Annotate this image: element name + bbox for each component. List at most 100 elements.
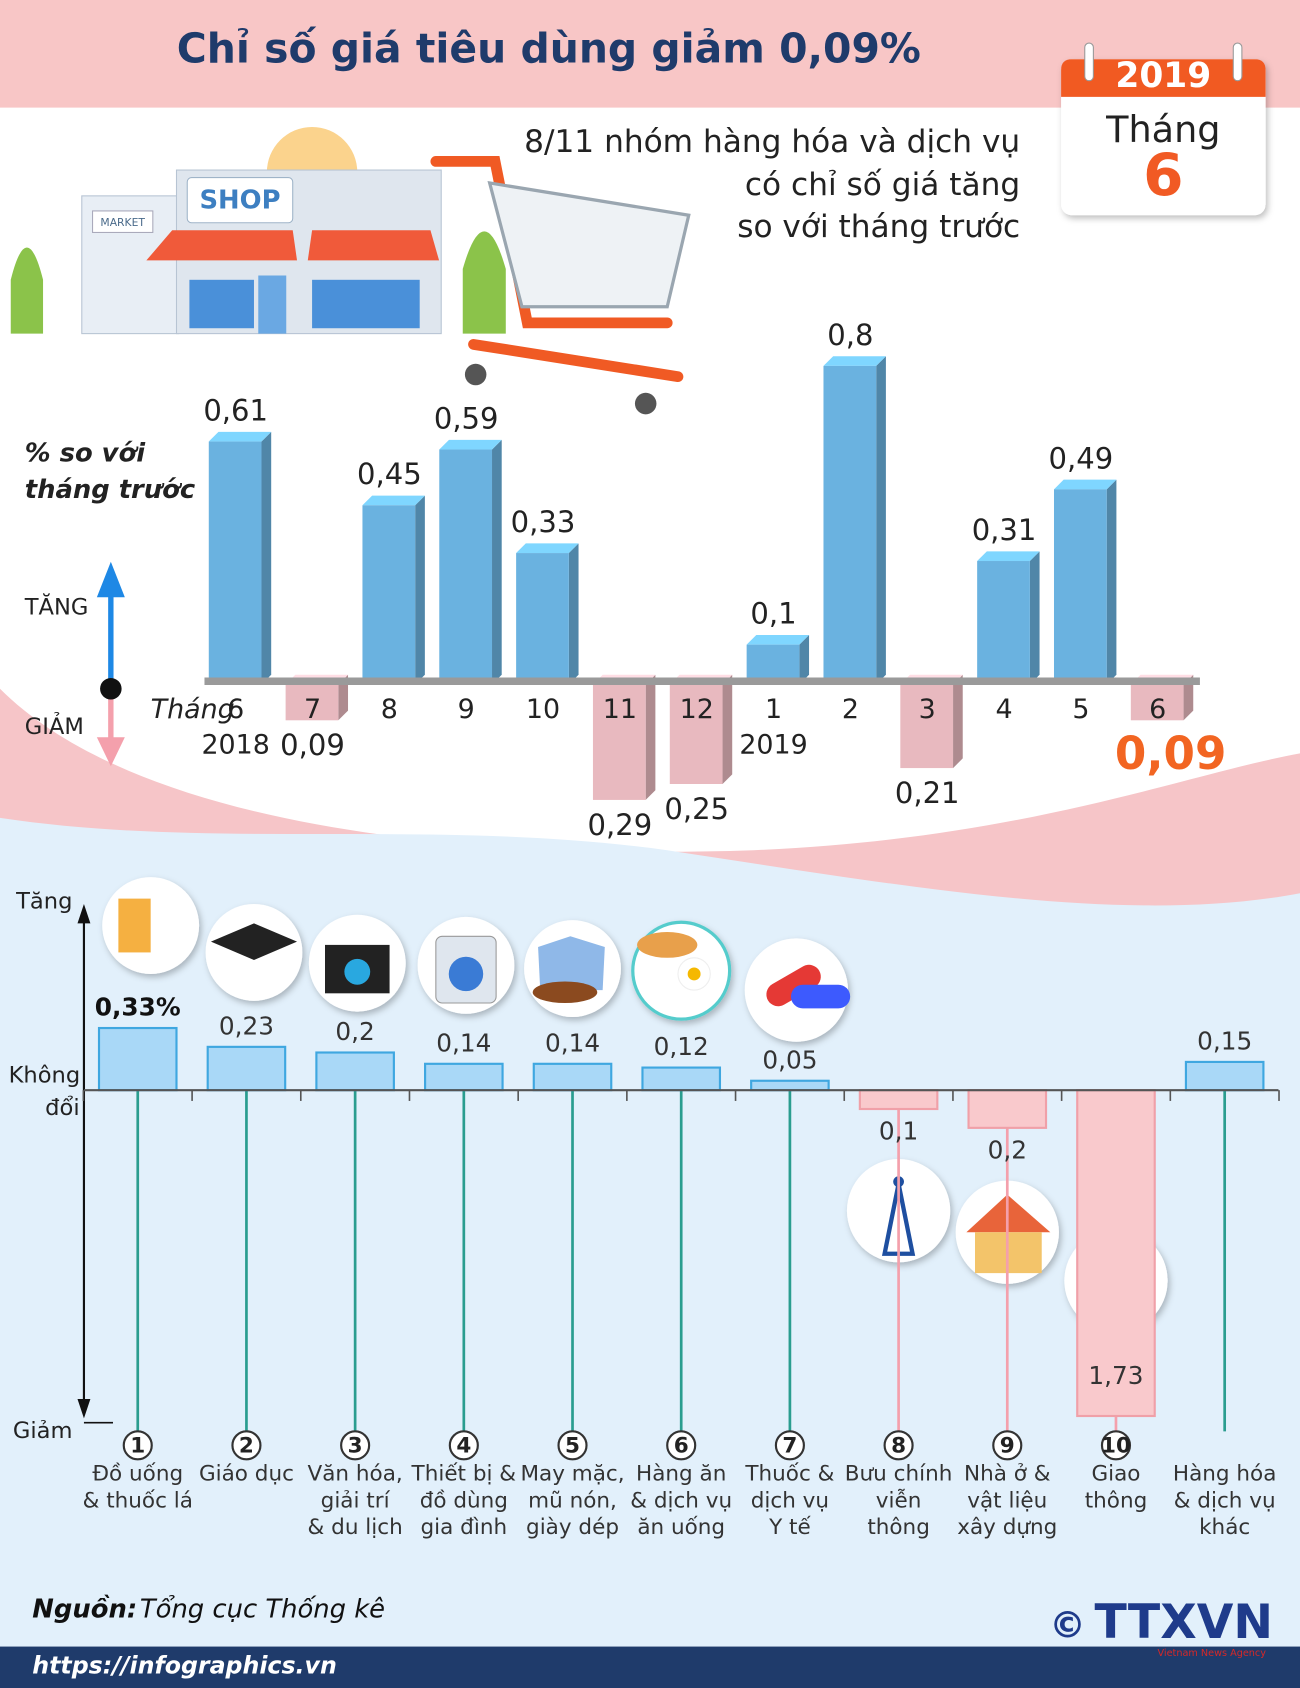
x-tick-label: 3 <box>919 694 936 725</box>
value-label: 0,09 <box>1115 727 1226 780</box>
bar <box>1184 1060 1265 1092</box>
awning <box>146 230 298 261</box>
value-label: 0,33% <box>95 993 181 1022</box>
calendar-year: 2019 <box>1115 56 1211 96</box>
bar-side <box>568 543 579 685</box>
bar-front <box>823 365 877 685</box>
subtitle: 8/11 nhóm hàng hóa và dịch vụ <box>524 124 1020 160</box>
category-label: khác <box>1199 1515 1250 1540</box>
bar <box>641 1066 722 1092</box>
bar <box>97 1026 178 1092</box>
bar <box>967 1089 1048 1129</box>
number: 6 <box>674 1433 689 1458</box>
source: Tổng cục Thống kê <box>140 1593 385 1624</box>
bar-side <box>1029 551 1040 685</box>
year-label: 2019 <box>739 729 807 760</box>
value-label: 0,1 <box>879 1117 918 1146</box>
number: 3 <box>348 1433 363 1458</box>
footer-band <box>0 1646 1300 1688</box>
number-badge <box>231 1430 262 1461</box>
value-label: 0,61 <box>203 394 268 428</box>
calendar-top <box>1061 59 1266 97</box>
bar-front <box>285 684 339 721</box>
category-label: & thuốc lá <box>83 1488 193 1513</box>
x-tick-label: 1 <box>765 694 782 725</box>
bar-side <box>722 674 733 785</box>
calendar-month-label: Tháng <box>1105 108 1220 151</box>
market-sign-board <box>92 210 154 233</box>
bar-top <box>977 551 1040 562</box>
title: Chỉ số giá tiêu dùng giảm 0,09% <box>177 25 921 73</box>
category-label: xây dựng <box>957 1515 1057 1540</box>
category-label: Giao <box>1091 1461 1140 1486</box>
icon-pill <box>766 964 821 1007</box>
bar <box>439 439 502 685</box>
x-tick-label: 9 <box>458 694 475 725</box>
value-label: 0,23 <box>219 1011 274 1040</box>
icon-washer-door <box>448 956 484 992</box>
bar-side <box>415 495 425 685</box>
value-label: 0,33 <box>511 505 576 539</box>
x-tick-label: 8 <box>381 694 398 725</box>
bar-top <box>439 439 502 450</box>
category-label: & dịch vụ <box>630 1488 732 1513</box>
url: https://infographics.vn <box>32 1652 337 1680</box>
market-sign: MARKET <box>100 216 145 229</box>
x-tick-label: 10 <box>526 694 560 725</box>
bar-front <box>208 441 262 685</box>
value-label: 0,59 <box>434 401 499 435</box>
value-label: 0,12 <box>654 1032 709 1061</box>
number-badge <box>1100 1430 1132 1461</box>
icon-pill <box>790 984 851 1009</box>
bar-top <box>516 543 579 554</box>
number: 7 <box>782 1433 797 1458</box>
bar-front <box>900 684 954 769</box>
category-label: vật liệu <box>967 1488 1047 1513</box>
subtitle: có chỉ số giá tăng <box>745 167 1020 203</box>
bar-top <box>208 431 272 442</box>
window <box>189 279 254 329</box>
bar <box>315 1051 395 1092</box>
x-tick-label: 6 <box>227 694 244 725</box>
bar <box>362 495 425 685</box>
number: 4 <box>456 1433 471 1458</box>
category-label: gia đình <box>421 1515 508 1540</box>
shop-sign-board <box>186 177 294 224</box>
bar <box>823 356 886 685</box>
bar-side <box>1106 479 1117 685</box>
value-label: 0,49 <box>1049 441 1114 475</box>
number: 1 <box>130 1433 145 1458</box>
subtitle: so với tháng trước <box>737 209 1020 245</box>
number: 5 <box>565 1433 580 1458</box>
y-axis-label: tháng trước <box>25 475 195 505</box>
x-tick-label: 12 <box>680 694 714 725</box>
origin-dot <box>100 677 122 700</box>
bar-top <box>362 495 425 506</box>
calendar <box>1061 59 1266 216</box>
number-badge <box>557 1430 588 1461</box>
down-label: GIẢM <box>25 711 84 740</box>
number: 8 <box>891 1433 906 1458</box>
category-label: Thuốc & <box>744 1461 834 1486</box>
bar <box>1053 479 1117 685</box>
value-label: 0,29 <box>588 808 653 842</box>
bar <box>206 1045 287 1092</box>
value-label: 1,73 <box>1088 1361 1143 1390</box>
bar-front <box>439 449 493 685</box>
category-label: mũ nón, <box>528 1488 617 1513</box>
up-label: TĂNG <box>24 593 89 621</box>
bar-front <box>516 553 569 685</box>
x-tick-label: 7 <box>304 694 321 725</box>
value-label: 0,25 <box>664 792 729 826</box>
wave-blue <box>0 817 1300 1688</box>
category-label: Hàng hóa <box>1173 1461 1276 1486</box>
value-label: 0,09 <box>280 728 345 762</box>
bar <box>750 1079 830 1092</box>
calendar-ring <box>1084 42 1094 82</box>
bar-front <box>977 561 1030 685</box>
bar-top <box>823 356 886 366</box>
icon-bread <box>637 931 698 958</box>
category-label: thông <box>867 1515 930 1540</box>
